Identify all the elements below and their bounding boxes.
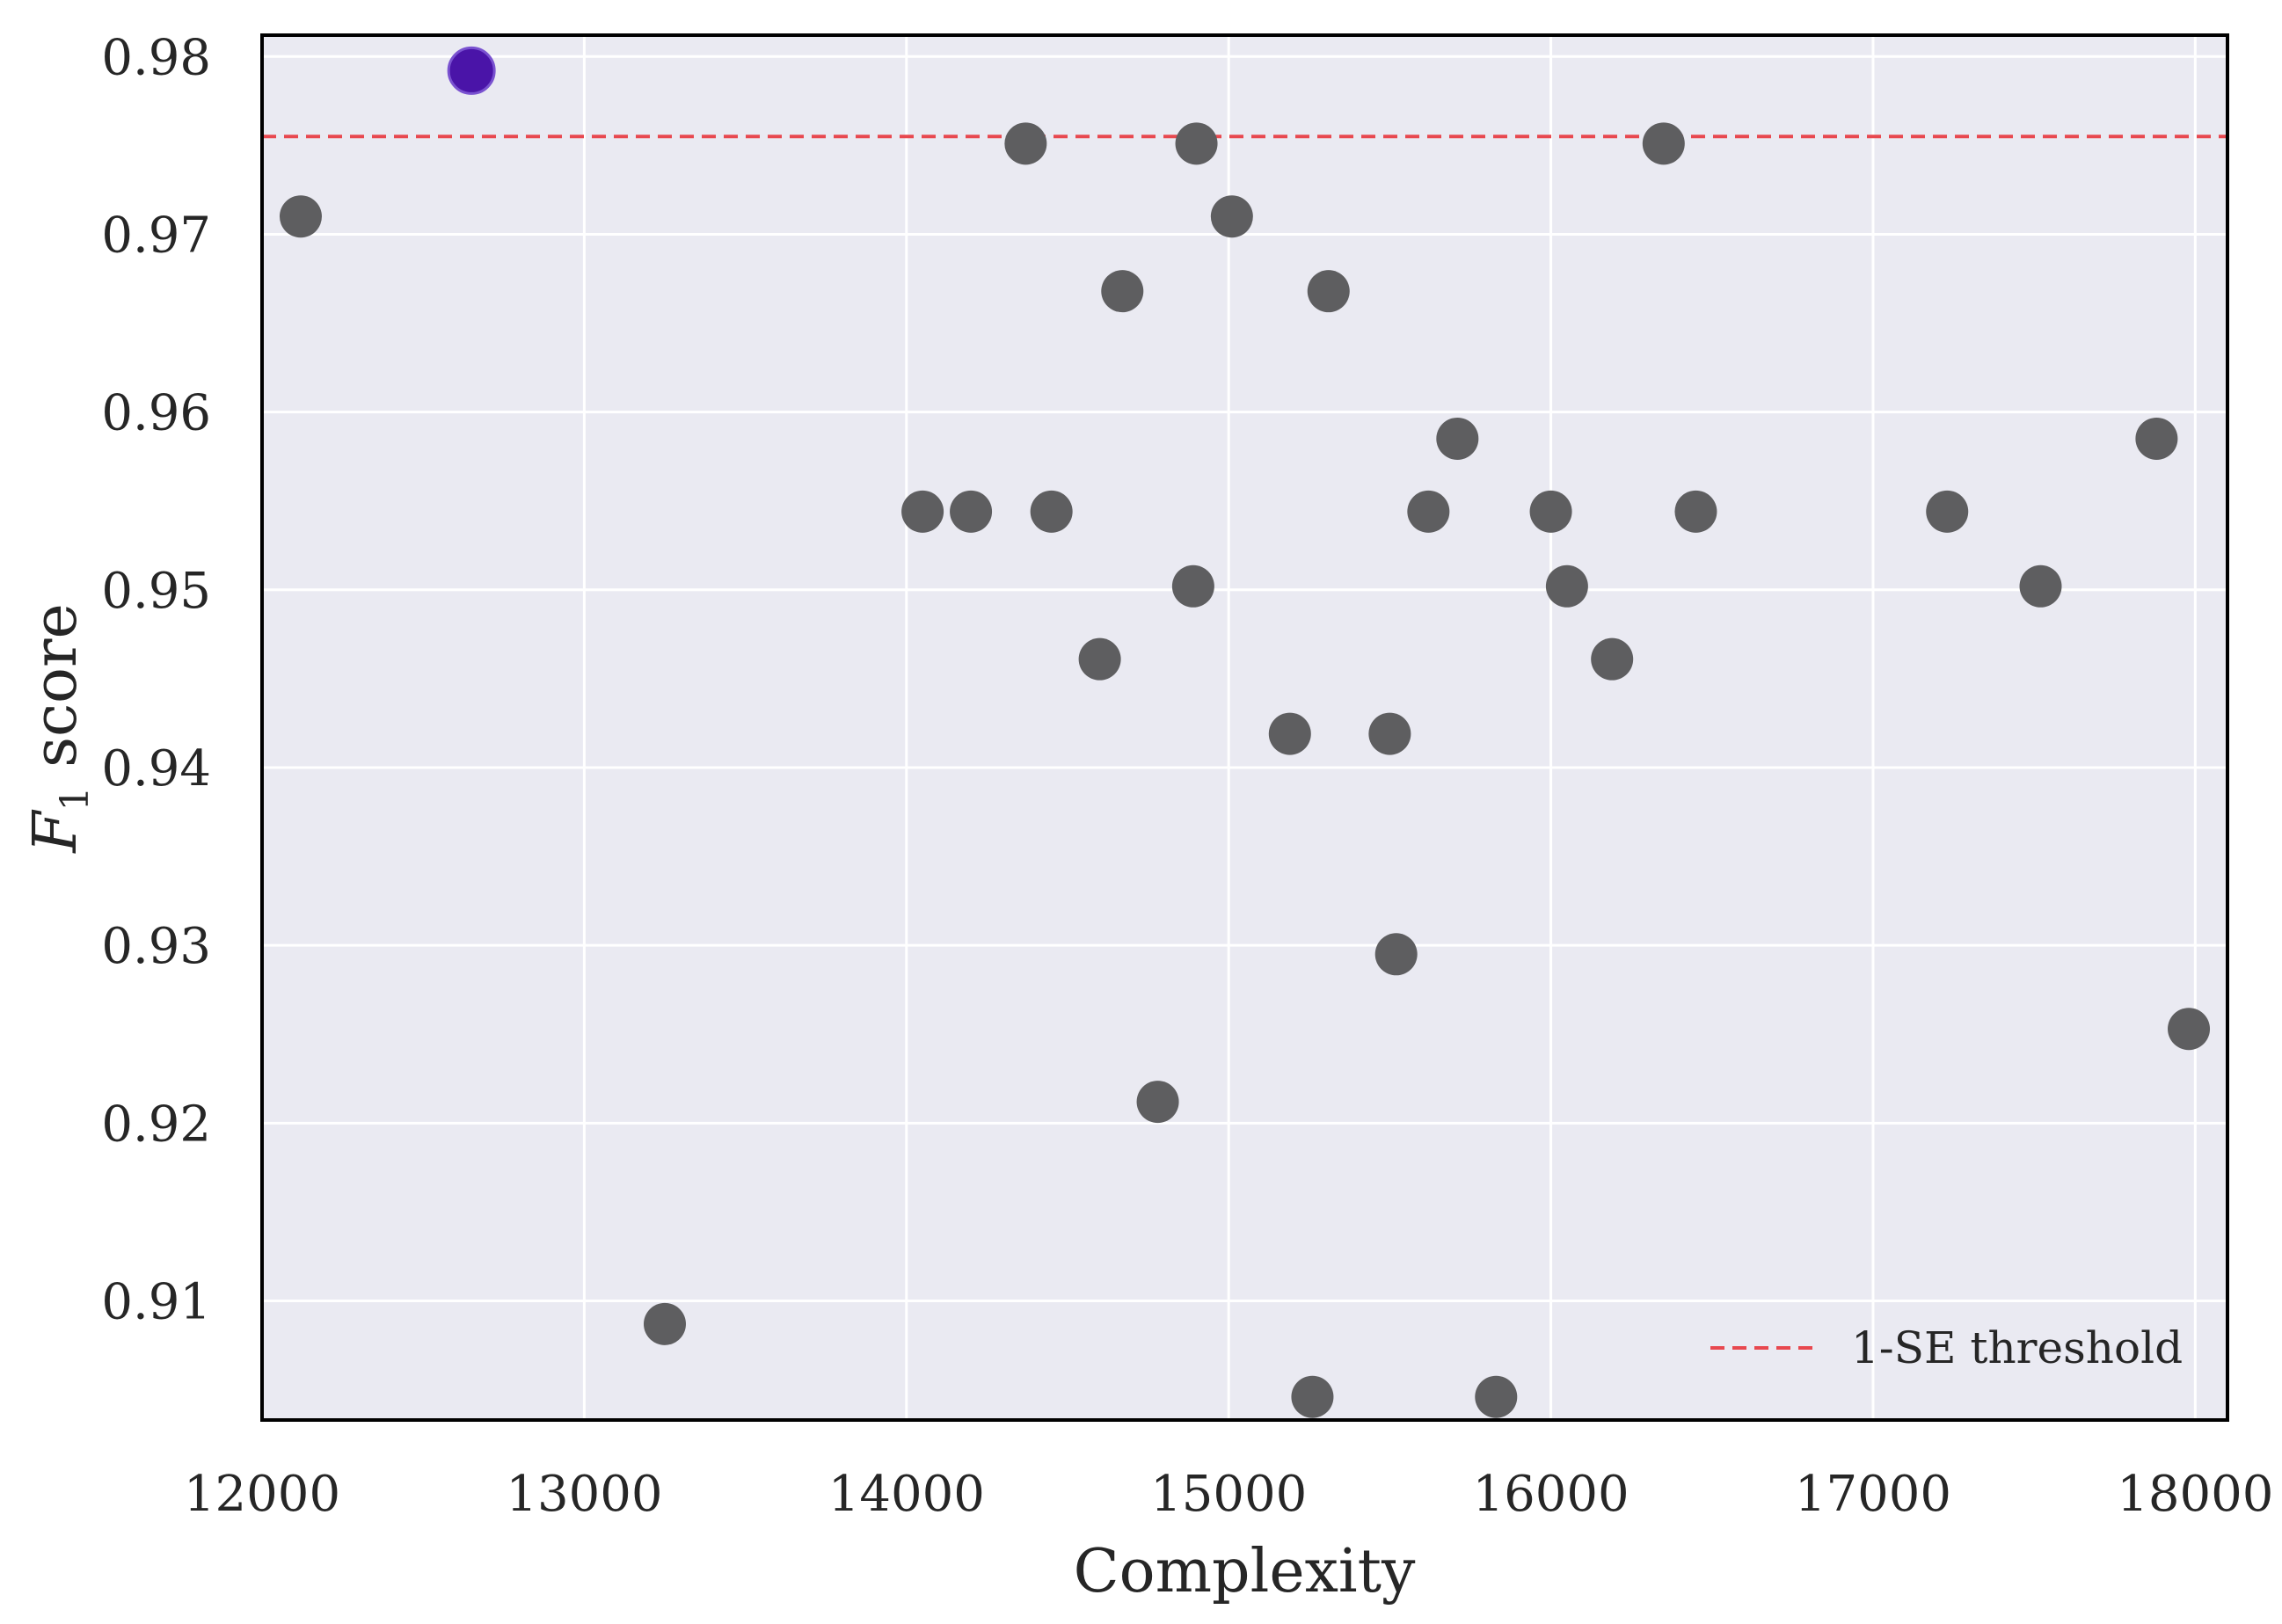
data-point xyxy=(950,490,993,533)
selected-point xyxy=(447,46,496,95)
x-tick-label: 12000 xyxy=(184,1466,340,1523)
data-point xyxy=(1407,490,1450,533)
data-point xyxy=(1926,490,1969,533)
data-points xyxy=(279,122,2211,1418)
y-axis-title-sub: 1 xyxy=(53,787,98,812)
y-axis-title: F1 score xyxy=(21,603,98,854)
data-point xyxy=(1004,122,1047,165)
plot-background xyxy=(262,35,2227,1420)
data-point xyxy=(1268,712,1311,755)
data-point xyxy=(1101,270,1144,313)
y-tick-label: 0.95 xyxy=(101,563,211,620)
y-axis-title-rest: score xyxy=(21,603,91,786)
y-tick-label: 0.96 xyxy=(101,385,211,442)
data-point xyxy=(1436,417,1479,460)
data-point xyxy=(1368,712,1411,755)
y-axis-title-main: F xyxy=(21,809,91,855)
x-tick-label: 13000 xyxy=(506,1466,662,1523)
y-tick-label: 0.94 xyxy=(101,740,211,797)
data-point xyxy=(1674,490,1717,533)
data-point xyxy=(1545,564,1588,608)
x-axis-title: Complexity xyxy=(1074,1537,1416,1606)
data-point xyxy=(2019,564,2062,608)
x-tick-label: 18000 xyxy=(2117,1466,2273,1523)
y-tick-label: 0.98 xyxy=(101,29,211,86)
x-tick-label: 15000 xyxy=(1150,1466,1307,1523)
data-point xyxy=(1078,637,1121,681)
data-point xyxy=(279,195,322,238)
data-point xyxy=(643,1302,686,1345)
data-point xyxy=(2168,1008,2211,1051)
data-point xyxy=(1475,1375,1518,1418)
x-tick-labels: 12000 13000 14000 15000 16000 17000 18000 xyxy=(184,1466,2274,1523)
data-point xyxy=(1136,1081,1179,1124)
data-point xyxy=(2135,417,2178,460)
y-tick-label: 0.91 xyxy=(101,1274,211,1331)
x-tick-label: 16000 xyxy=(1472,1466,1629,1523)
data-point xyxy=(1307,270,1350,313)
data-point xyxy=(1291,1375,1334,1418)
plot-frame xyxy=(260,33,2229,1422)
y-tick-labels: 0.91 0.92 0.93 0.94 0.95 0.96 0.97 0.98 xyxy=(101,29,211,1330)
x-tick-label: 14000 xyxy=(828,1466,985,1523)
x-tick-label: 17000 xyxy=(1795,1466,1951,1523)
data-point xyxy=(1642,122,1685,165)
data-point xyxy=(1210,195,1253,238)
data-point xyxy=(1591,637,1634,681)
y-tick-label: 0.97 xyxy=(101,207,211,264)
data-point xyxy=(1529,490,1572,533)
data-point xyxy=(1175,122,1218,165)
data-point xyxy=(1030,490,1073,533)
data-point xyxy=(1171,564,1214,608)
legend: 1-SE threshold xyxy=(1710,1322,2183,1373)
data-point xyxy=(1374,933,1418,976)
grid-lines xyxy=(260,35,2227,1420)
data-point xyxy=(901,490,944,533)
y-tick-label: 0.92 xyxy=(101,1096,211,1153)
y-tick-label: 0.93 xyxy=(101,918,211,975)
legend-label: 1-SE threshold xyxy=(1851,1322,2183,1373)
